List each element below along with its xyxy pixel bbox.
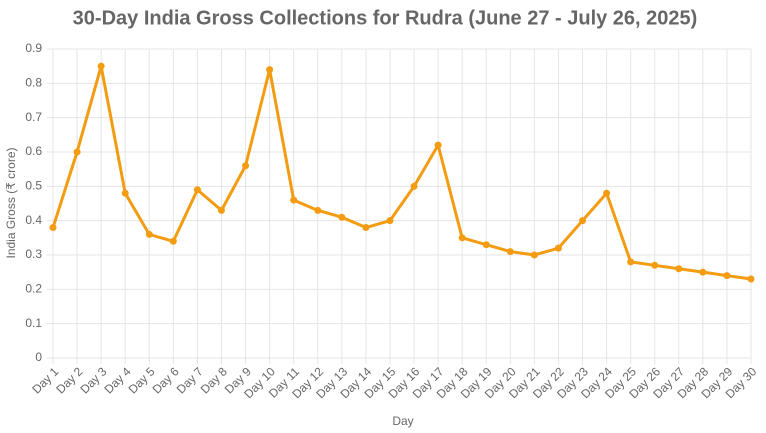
x-tick-label: Day 8	[198, 364, 230, 396]
x-tick-label: Day 3	[77, 364, 109, 396]
point	[699, 268, 707, 276]
x-tick-label: Day 2	[53, 364, 85, 396]
point	[506, 248, 514, 256]
point	[530, 251, 538, 259]
point	[290, 196, 298, 204]
point	[723, 272, 731, 280]
point	[651, 261, 659, 269]
y-axis-title: India Gross (₹ crore)	[4, 148, 18, 259]
x-axis-title: Day	[392, 414, 413, 428]
y-tick-label: 0.5	[25, 179, 42, 193]
point	[458, 234, 466, 242]
line	[51, 64, 752, 281]
point	[410, 182, 418, 190]
y-tick-label: 0	[35, 350, 42, 364]
point	[193, 186, 201, 194]
x-tick-label: Day 7	[174, 364, 206, 396]
point	[338, 213, 346, 221]
y-tick-label: 0.3	[25, 247, 42, 261]
chart-title: 30-Day India Gross Collections for Rudra…	[73, 7, 698, 29]
y-tick-label: 0.9	[25, 41, 42, 55]
point	[747, 275, 755, 283]
point	[97, 62, 105, 70]
point	[675, 265, 683, 273]
point	[169, 237, 177, 245]
point	[362, 224, 370, 232]
y-tick-label: 0.6	[25, 144, 42, 158]
point	[579, 217, 587, 225]
y-tick-label: 0.4	[25, 213, 42, 227]
x-tick-label: Day 5	[126, 364, 158, 396]
point	[482, 241, 490, 249]
point	[73, 148, 81, 156]
point	[121, 189, 129, 197]
point	[434, 141, 442, 149]
x-tick-label: Day 4	[101, 364, 133, 396]
point	[242, 162, 250, 170]
point	[145, 230, 153, 238]
x-tick-label: Day 6	[150, 364, 182, 396]
y-tick-label: 0.1	[25, 316, 42, 330]
point	[266, 66, 274, 74]
x-tick-label: Day 1	[29, 364, 61, 396]
point	[603, 189, 611, 197]
point	[627, 258, 635, 266]
point	[49, 224, 57, 232]
point	[314, 206, 322, 214]
y-tick-label: 0.2	[25, 282, 42, 296]
point	[386, 217, 394, 225]
point	[217, 206, 225, 214]
point	[554, 244, 562, 252]
y-tick-label: 0.7	[25, 110, 42, 124]
y-tick-label: 0.8	[25, 76, 42, 90]
